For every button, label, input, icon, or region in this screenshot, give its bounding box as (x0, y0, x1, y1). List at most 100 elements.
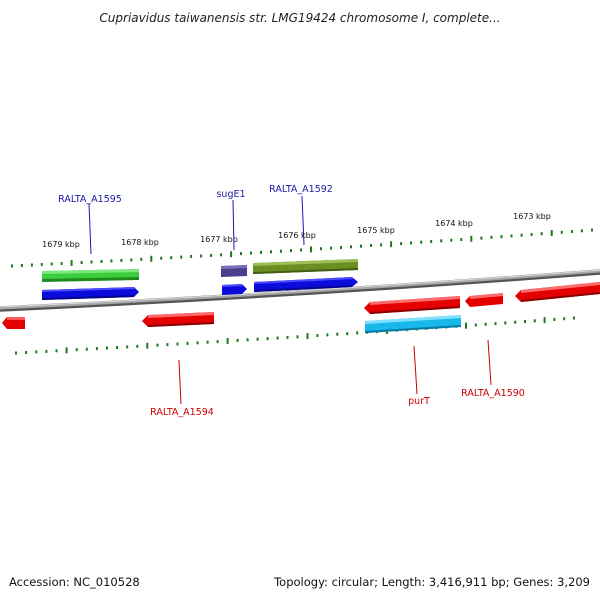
minor-tick (116, 346, 119, 349)
label-ralta-a1595[interactable]: RALTA_A1595 (58, 194, 122, 205)
tick-label-1674: 1674 kbp (435, 219, 473, 228)
minor-tick (350, 245, 352, 249)
gene-labels: RALTA_A1595 sugE1 RALTA_A1592 RALTA_A159… (58, 184, 525, 418)
minor-tick (514, 320, 517, 324)
minor-tick (460, 238, 463, 241)
minor-tick (316, 334, 319, 337)
gene-suge1-slate[interactable] (221, 265, 247, 277)
gene-ralta-a1592-olive[interactable] (253, 259, 358, 274)
label-suge1[interactable]: sugE1 (216, 189, 245, 200)
map-title: Cupriavidus taiwanensis str. LMG19424 ch… (99, 11, 500, 25)
minor-tick (15, 351, 17, 355)
major-tick (470, 235, 473, 242)
gene-right-edge-red[interactable] (515, 282, 600, 302)
minor-tick (573, 316, 575, 320)
reverse-genes (2, 282, 600, 333)
outer-scale-ticks (11, 228, 593, 268)
minor-tick (300, 248, 302, 252)
gene-ralta-a1592-blue[interactable] (254, 277, 358, 292)
minor-tick (340, 246, 342, 249)
minor-tick (320, 247, 322, 251)
minor-tick (346, 332, 349, 336)
minor-tick (500, 235, 503, 239)
major-tick (306, 333, 309, 340)
minor-tick (210, 253, 213, 257)
minor-tick (494, 322, 497, 326)
minor-tick (420, 240, 423, 244)
minor-tick (356, 331, 359, 335)
gene-suge1-blue[interactable] (222, 284, 247, 295)
minor-tick (20, 264, 23, 267)
minor-tick (510, 234, 513, 238)
minor-tick (553, 317, 556, 321)
minor-tick (25, 351, 28, 354)
tick-label-1677: 1677 kbp (200, 235, 238, 244)
minor-tick (440, 239, 443, 243)
gene-purt-red[interactable] (364, 296, 460, 314)
major-tick (390, 241, 393, 248)
minor-tick (236, 338, 239, 342)
major-tick (146, 342, 149, 349)
gene-ralta-a1594-red[interactable] (142, 312, 214, 327)
minor-tick (360, 244, 362, 248)
minor-tick (286, 335, 289, 339)
gene-purt-cyan[interactable] (365, 315, 461, 333)
minor-tick (410, 241, 413, 245)
tick-label-1679: 1679 kbp (42, 240, 80, 249)
minor-tick (80, 261, 83, 264)
minor-tick (290, 249, 292, 253)
label-purt[interactable]: purT (408, 396, 430, 407)
minor-tick (276, 336, 279, 340)
minor-tick (296, 335, 299, 339)
label-ralta-a1590[interactable]: RALTA_A1590 (461, 388, 525, 399)
minor-tick (160, 256, 163, 260)
gene-ralta-a1590-red[interactable] (465, 293, 503, 307)
minor-tick (126, 345, 129, 349)
minor-tick (240, 252, 242, 256)
minor-tick (474, 323, 477, 327)
minor-tick (180, 255, 183, 259)
label-ralta-a1594[interactable]: RALTA_A1594 (150, 407, 214, 418)
minor-tick (186, 341, 189, 345)
minor-tick (256, 337, 259, 341)
genome-backbone (0, 269, 600, 310)
major-tick (65, 347, 68, 354)
minor-tick (591, 228, 593, 232)
minor-tick (75, 348, 78, 352)
minor-tick (35, 350, 38, 354)
minor-tick (524, 320, 526, 323)
minor-tick (30, 263, 33, 267)
major-tick (230, 251, 233, 258)
minor-tick (330, 246, 332, 250)
major-tick (310, 246, 312, 253)
gene-ralta-a1595-blue[interactable] (42, 287, 139, 300)
minor-tick (60, 262, 63, 265)
minor-tick (95, 347, 98, 351)
minor-tick (166, 343, 169, 347)
minor-tick (490, 235, 493, 239)
minor-tick (120, 258, 123, 262)
minor-tick (504, 321, 507, 325)
minor-tick (110, 259, 113, 263)
gene-ralta-a1595-green[interactable] (42, 269, 139, 282)
minor-tick (200, 254, 203, 258)
minor-tick (11, 264, 13, 268)
inner-scale-ticks (15, 316, 575, 355)
minor-tick (570, 230, 573, 233)
minor-tick (250, 251, 252, 255)
minor-tick (370, 244, 373, 247)
minor-tick (533, 319, 536, 323)
minor-tick (246, 338, 249, 342)
minor-tick (85, 347, 88, 351)
genome-summary-text: Topology: circular; Length: 3,416,911 bp… (273, 575, 590, 589)
minor-tick (450, 238, 453, 242)
tick-label-1673: 1673 kbp (513, 212, 551, 221)
minor-tick (196, 341, 199, 345)
label-ralta-a1592[interactable]: RALTA_A1592 (269, 184, 333, 195)
minor-tick (563, 317, 566, 321)
minor-tick (540, 232, 543, 236)
minor-tick (136, 344, 139, 348)
major-tick (226, 338, 229, 344)
gene-left-edge-red[interactable] (2, 317, 25, 329)
